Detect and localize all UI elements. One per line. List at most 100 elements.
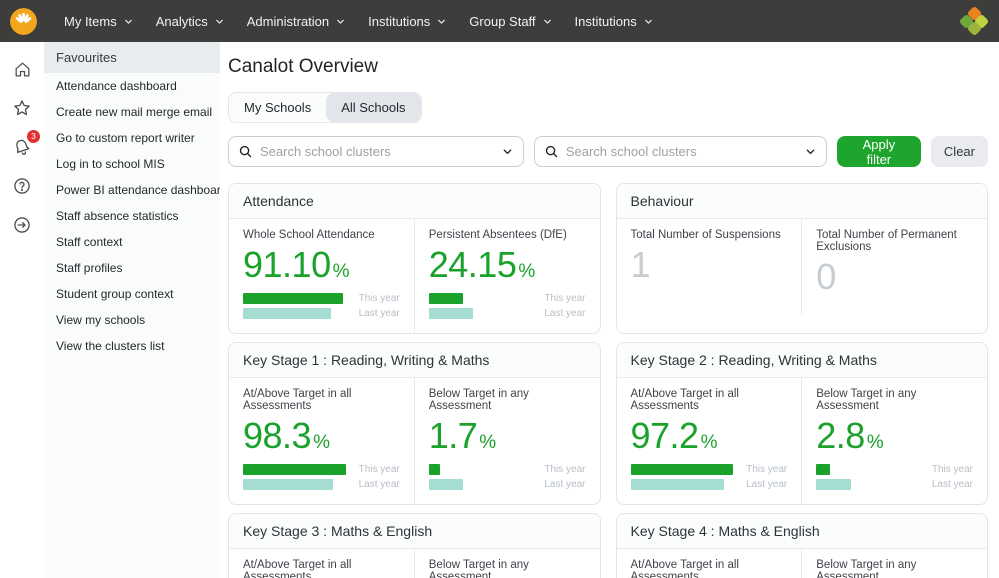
bar-track <box>816 464 919 475</box>
bar-row: Last year <box>816 477 973 492</box>
bar-row: This year <box>631 462 788 477</box>
sidebar-item[interactable]: Log in to school MIS <box>44 151 220 177</box>
metric-card: Key Stage 3 : Maths & English At/Above T… <box>228 513 601 578</box>
metric-bars: This year Last year <box>816 462 973 492</box>
search-input[interactable] <box>260 144 501 159</box>
metric-bars: This year Last year <box>631 462 788 492</box>
sidebar-item[interactable]: View my schools <box>44 307 220 333</box>
sidebar-item[interactable]: View the clusters list <box>44 333 220 359</box>
bar-track <box>429 464 532 475</box>
card-title: Key Stage 4 : Maths & English <box>617 514 988 549</box>
chevron-down-icon <box>542 16 553 27</box>
metric-value: 98.3% <box>243 417 400 455</box>
star-icon[interactable] <box>9 95 35 121</box>
metric: Total Number of Suspensions 1 <box>617 219 802 315</box>
notifications-icon[interactable]: 3 <box>9 134 35 160</box>
metric-card: Behaviour Total Number of Suspensions 1 … <box>616 183 989 334</box>
metric-label: Total Number of Permanent Exclusions <box>816 229 973 253</box>
card-body: Total Number of Suspensions 1 Total Numb… <box>617 219 988 315</box>
metric-label: At/Above Target in all Assessments <box>631 388 788 412</box>
top-nav: My Items Analytics Administration Instit… <box>0 0 999 42</box>
apply-filter-button[interactable]: Apply filter <box>837 136 921 167</box>
sidebar-item[interactable]: Student group context <box>44 281 220 307</box>
metric: Persistent Absentees (DfE) 24.15% This y… <box>414 219 600 333</box>
sidebar-item[interactable]: Staff context <box>44 229 220 255</box>
sidebar-item[interactable]: Power BI attendance dashboard <box>44 177 220 203</box>
bar-row: Last year <box>243 306 400 321</box>
nav-item[interactable]: Institutions <box>357 8 458 35</box>
bar-row: This year <box>243 462 400 477</box>
cards-grid: Attendance Whole School Attendance 91.10… <box>228 183 988 578</box>
signout-icon[interactable] <box>9 212 35 238</box>
metric: At/Above Target in all Assessments 59.3%… <box>229 549 414 578</box>
metric-label: Below Target in any Assessment <box>816 388 973 412</box>
card-title: Attendance <box>229 184 600 219</box>
nav-item[interactable]: Analytics <box>145 8 236 35</box>
search-input[interactable] <box>566 144 804 159</box>
metric-card: Key Stage 4 : Maths & English At/Above T… <box>616 513 989 578</box>
sidebar-item[interactable]: Go to custom report writer <box>44 125 220 151</box>
bar-track <box>816 479 919 490</box>
bar <box>243 293 343 304</box>
sidebar-item[interactable]: Staff profiles <box>44 255 220 281</box>
notification-badge: 3 <box>27 130 40 143</box>
card-title: Key Stage 2 : Reading, Writing & Maths <box>617 343 988 378</box>
bar-legend-label: Last year <box>733 479 787 490</box>
bar-legend-label: This year <box>532 464 586 475</box>
chevron-down-icon[interactable] <box>804 145 817 158</box>
help-icon[interactable] <box>9 173 35 199</box>
sidebar-item[interactable]: Create new mail merge email <box>44 99 220 125</box>
main-content: Canalot Overview My Schools All Schools <box>220 42 999 578</box>
bar-track <box>429 308 532 319</box>
bar-legend-label: Last year <box>919 479 973 490</box>
metric: At/Above Target in all Assessments 97.2%… <box>617 378 802 504</box>
bar-row: Last year <box>429 306 586 321</box>
bar <box>631 464 734 475</box>
chevron-down-icon <box>214 16 225 27</box>
bar-track <box>243 464 346 475</box>
bar-legend-label: This year <box>346 293 400 304</box>
bar-legend-label: Last year <box>532 308 586 319</box>
home-icon[interactable] <box>9 56 35 82</box>
metric-label: Total Number of Suspensions <box>631 229 788 241</box>
nav-item[interactable]: Administration <box>236 8 357 35</box>
bar <box>429 293 463 304</box>
metric-label: Below Target in any Assessment <box>429 388 586 412</box>
metric: Whole School Attendance 91.10% This year… <box>229 219 414 333</box>
sidebar-item[interactable]: Attendance dashboard <box>44 73 220 99</box>
card-title: Key Stage 1 : Reading, Writing & Maths <box>229 343 600 378</box>
tab-all-schools[interactable]: All Schools <box>326 93 420 122</box>
chevron-down-icon <box>335 16 346 27</box>
filter-row: Apply filter Clear <box>228 136 988 167</box>
icon-rail: 3 <box>0 42 44 578</box>
sidebar-item[interactable]: Staff absence statistics <box>44 203 220 229</box>
metric: Below Target in any Assessment 40.7% Thi… <box>414 549 600 578</box>
metric-bars: This year Last year <box>429 462 586 492</box>
bar-legend-label: This year <box>346 464 400 475</box>
clear-button[interactable]: Clear <box>931 136 988 167</box>
metric: Below Target in any Assessment 2.8% This… <box>801 378 987 504</box>
metric-bars: This year Last year <box>243 462 400 492</box>
card-body: Whole School Attendance 91.10% This year… <box>229 219 600 333</box>
metric-value: 0 <box>816 258 973 296</box>
nav-item-label: My Items <box>64 14 117 29</box>
school-clusters-combobox-1[interactable] <box>228 136 524 167</box>
metric: Total Number of Permanent Exclusions 0 <box>801 219 987 315</box>
metric: Below Target in any Assessment 60.4% Thi… <box>801 549 987 578</box>
school-clusters-combobox-2[interactable] <box>534 136 827 167</box>
metric-value: 2.8% <box>816 417 973 455</box>
bar-legend-label: Last year <box>346 479 400 490</box>
bar-legend-label: Last year <box>532 479 586 490</box>
nav-item[interactable]: My Items <box>53 8 145 35</box>
bar-row: This year <box>816 462 973 477</box>
tab-my-schools[interactable]: My Schools <box>229 93 326 122</box>
bar-track <box>429 293 532 304</box>
group-switcher-icon[interactable] <box>961 8 987 34</box>
metric-label: Persistent Absentees (DfE) <box>429 229 586 241</box>
arbor-logo-icon[interactable] <box>10 8 37 35</box>
nav-item[interactable]: Group Staff <box>458 8 563 35</box>
chevron-down-icon[interactable] <box>501 145 514 158</box>
page-title: Canalot Overview <box>228 56 988 78</box>
metric-value: 1.7% <box>429 417 586 455</box>
nav-item[interactable]: Institutions <box>564 8 665 35</box>
